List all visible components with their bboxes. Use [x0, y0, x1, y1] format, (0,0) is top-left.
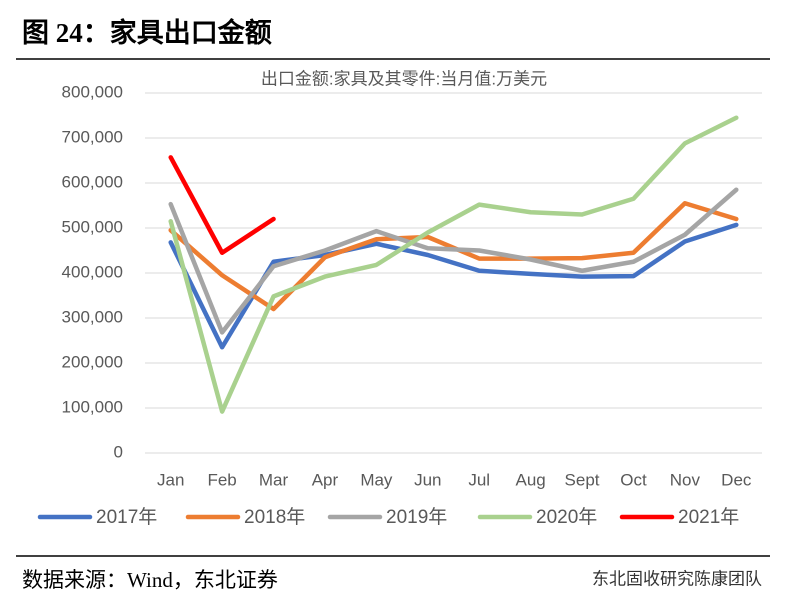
- watermark: 东北固收研究陈康团队: [592, 569, 762, 588]
- y-tick-label: 400,000: [62, 262, 123, 281]
- y-tick-label: 100,000: [62, 397, 123, 416]
- source: 数据来源：Wind，东北证券: [22, 568, 278, 592]
- x-tick-label: Sept: [565, 470, 600, 489]
- y-tick-label: 600,000: [62, 172, 123, 191]
- series-line: [168, 187, 739, 335]
- legend-label: 2020年: [536, 506, 597, 528]
- y-tick-label: 500,000: [62, 217, 123, 236]
- x-tick-label: Jan: [157, 470, 184, 489]
- x-tick-label: Aug: [516, 470, 546, 489]
- y-tick-label: 800,000: [62, 82, 123, 101]
- legend-label: 2018年: [244, 506, 305, 528]
- x-tick-label: Jun: [414, 470, 441, 489]
- series-line: [168, 115, 739, 414]
- series-line: [168, 155, 276, 255]
- legend-label: 2019年: [386, 506, 447, 528]
- x-tick-label: Dec: [721, 470, 752, 489]
- y-tick-label: 700,000: [62, 127, 123, 146]
- x-tick-label: Nov: [670, 470, 701, 489]
- x-tick-label: Apr: [312, 470, 339, 489]
- x-tick-label: Jul: [468, 470, 490, 489]
- x-tick-label: May: [360, 470, 393, 489]
- x-tick-label: Oct: [620, 470, 647, 489]
- x-tick-label: Feb: [207, 470, 236, 489]
- legend-label: 2021年: [678, 506, 739, 528]
- chart-subtitle: 出口金额:家具及其零件:当月值:万美元: [261, 69, 547, 88]
- chart-title: 图 24：家具出口金额: [22, 17, 272, 48]
- y-tick-label: 0: [114, 442, 123, 461]
- y-tick-label: 200,000: [62, 352, 123, 371]
- y-tick-label: 300,000: [62, 307, 123, 326]
- legend-label: 2017年: [96, 506, 157, 528]
- x-tick-label: Mar: [259, 470, 289, 489]
